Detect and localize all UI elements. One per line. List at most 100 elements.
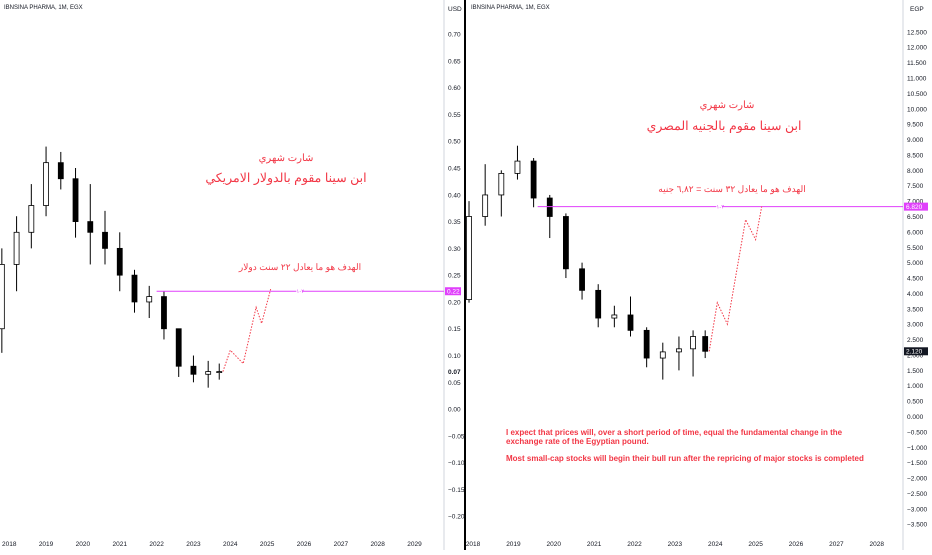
x-tick-label: 2026 bbox=[789, 541, 804, 548]
y-tick-label: 8.000 bbox=[907, 168, 924, 175]
y-tick-label: −1.000 bbox=[907, 445, 927, 452]
candle-body bbox=[161, 296, 167, 330]
candle-body bbox=[146, 296, 153, 303]
candle-body bbox=[595, 289, 602, 319]
x-tick-label: 2027 bbox=[829, 541, 844, 548]
x-tick-label: 2022 bbox=[149, 541, 164, 548]
y-tick-label: −2.000 bbox=[907, 476, 927, 483]
y-tick-label: 0.35 bbox=[448, 219, 461, 226]
y-tick-label: 11.500 bbox=[907, 60, 927, 67]
y-tick-label: 0.65 bbox=[448, 58, 461, 65]
usd-target-line-label: ٢-١ bbox=[296, 289, 304, 295]
x-tick-label: 2018 bbox=[2, 541, 17, 548]
candle-body bbox=[28, 205, 35, 233]
y-tick-label: 2.000 bbox=[907, 352, 924, 359]
usd-annotation-monthly: شارت شهري bbox=[259, 153, 314, 164]
candle-body bbox=[627, 314, 634, 331]
egp-last-price-label: 2.120 bbox=[906, 349, 923, 356]
candle-body bbox=[87, 221, 94, 233]
candle-body bbox=[205, 371, 212, 375]
x-tick-label: 2021 bbox=[113, 541, 128, 548]
y-tick-label: 0.50 bbox=[448, 139, 461, 146]
y-tick-label: −3.500 bbox=[907, 522, 927, 529]
usd-currency-label: USD bbox=[448, 6, 462, 13]
y-tick-label: 0.25 bbox=[448, 273, 461, 280]
egp-target-price-badge bbox=[904, 202, 928, 211]
y-tick-label: 0.20 bbox=[448, 299, 461, 306]
y-tick-label: 1.000 bbox=[907, 383, 924, 390]
y-tick-label: 10.500 bbox=[907, 91, 927, 98]
candle-body bbox=[611, 314, 618, 319]
candle-body bbox=[216, 371, 223, 373]
egp-last-price-badge bbox=[904, 347, 928, 356]
y-tick-label: 9.500 bbox=[907, 122, 924, 129]
candle-body bbox=[482, 194, 489, 217]
usd-target-price-badge bbox=[445, 287, 461, 296]
egp-x-axis[interactable]: 2018 2019 2020 2021 2022 2023 2024 2025 2026 2027… bbox=[466, 541, 885, 548]
egp-y-axis[interactable]: 12.500 12.000 11.500 11.000 10.500 10.000 9.50… bbox=[907, 29, 927, 528]
egp-annotation-target: الهدف هو ما يعادل ٣٢ سنت = ٦,٨٢ جنيه bbox=[658, 184, 805, 195]
x-tick-label: 2028 bbox=[370, 541, 385, 548]
y-tick-label: 6.000 bbox=[907, 229, 924, 236]
candle-body bbox=[530, 160, 537, 199]
y-tick-label: 8.500 bbox=[907, 152, 924, 159]
usd-annotation-title: ابن سينا مقوم بالدولار الامريكي bbox=[205, 171, 366, 186]
usd-x-axis[interactable]: 2018 2019 2020 2021 2022 2023 2024 2025 2026 2027… bbox=[2, 541, 422, 548]
y-tick-label: 11.000 bbox=[907, 76, 927, 83]
egp-chart-pane[interactable]: IBNSINA PHARMA, 1M, EGX EGP 12.500 12.000… bbox=[466, 0, 928, 550]
y-tick-label: 9.000 bbox=[907, 137, 924, 144]
egp-annotation-title: ابن سينا مقوم بالجنيه المصري bbox=[647, 119, 802, 134]
y-tick-label: 0.05 bbox=[448, 380, 461, 387]
y-tick-label: 0.10 bbox=[448, 353, 461, 360]
candle-body bbox=[702, 336, 709, 352]
usd-chart-pane[interactable]: IBNSINA PHARMA, 1M, EGX USD 0.70 0.65 0.60… bbox=[0, 0, 465, 550]
y-tick-label: −0.05 bbox=[448, 433, 465, 440]
y-tick-label: 0.40 bbox=[448, 192, 461, 199]
candle-body bbox=[643, 329, 650, 359]
candle-body bbox=[546, 197, 553, 217]
y-tick-label: 5.500 bbox=[907, 245, 924, 252]
y-tick-label: 10.000 bbox=[907, 106, 927, 113]
y-tick-label: 6.500 bbox=[907, 214, 924, 221]
x-tick-label: 2018 bbox=[466, 541, 481, 548]
candle-body bbox=[690, 336, 696, 350]
egp-annotation-monthly: شارت شهري bbox=[700, 100, 755, 111]
y-tick-label: −0.500 bbox=[907, 429, 927, 436]
x-tick-label: 2027 bbox=[334, 541, 349, 548]
y-tick-label: −3.000 bbox=[907, 506, 927, 513]
x-tick-label: 2024 bbox=[223, 541, 238, 548]
x-tick-label: 2029 bbox=[407, 541, 422, 548]
usd-y-axis[interactable]: 0.70 0.65 0.60 0.55 0.50 0.45 0.40 0.35 0.30 0.25… bbox=[448, 32, 465, 521]
x-tick-label: 2028 bbox=[870, 541, 885, 548]
y-tick-label: 0.000 bbox=[907, 414, 924, 421]
candle-body bbox=[131, 274, 138, 303]
usd-target-label-bg bbox=[296, 287, 303, 295]
egp-currency-label: EGP bbox=[910, 6, 924, 13]
y-tick-label: 4.500 bbox=[907, 276, 924, 283]
candle-body bbox=[190, 365, 197, 375]
candle-body bbox=[43, 162, 49, 206]
y-tick-label: 5.000 bbox=[907, 260, 924, 267]
y-tick-label: 7.000 bbox=[907, 199, 924, 206]
candle-body bbox=[175, 328, 182, 367]
y-tick-label: 12.500 bbox=[907, 29, 927, 36]
candle-body bbox=[498, 173, 505, 196]
y-tick-label: 12.000 bbox=[907, 45, 927, 52]
x-tick-label: 2024 bbox=[708, 541, 723, 548]
usd-target-price-label: 0.22 bbox=[447, 289, 460, 296]
egp-target-label-bg bbox=[716, 203, 723, 211]
candle-body bbox=[57, 162, 64, 180]
y-tick-label: 0.00 bbox=[448, 407, 461, 414]
candle-body bbox=[579, 268, 585, 291]
y-tick-label: 0.55 bbox=[448, 112, 461, 119]
candle-body bbox=[563, 216, 569, 270]
y-tick-label: −0.20 bbox=[448, 514, 465, 521]
candle-body bbox=[676, 348, 682, 353]
y-tick-label: −0.15 bbox=[448, 487, 465, 494]
x-tick-label: 2019 bbox=[506, 541, 521, 548]
egp-projection-path bbox=[708, 206, 763, 352]
egp-candles bbox=[466, 145, 709, 380]
candle-body bbox=[102, 231, 108, 249]
